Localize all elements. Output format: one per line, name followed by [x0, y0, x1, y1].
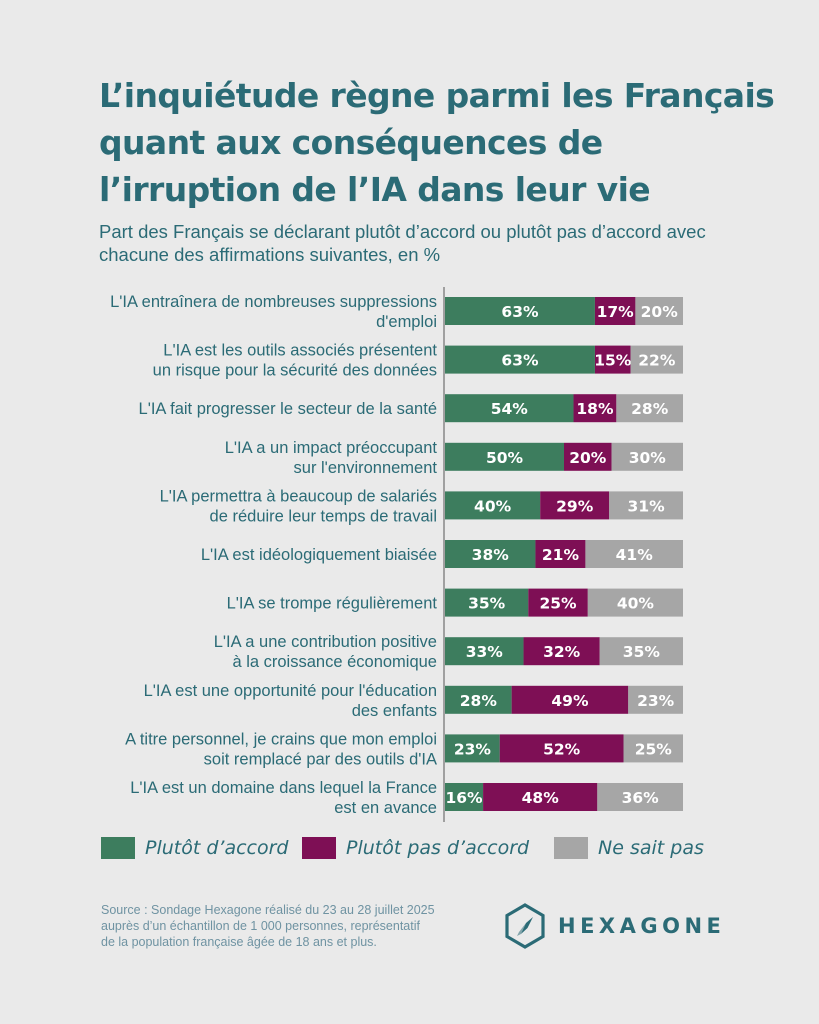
data-label-agree: 40% — [474, 497, 512, 515]
bar-segment-dont-know — [611, 442, 683, 471]
bar-segment-agree — [445, 297, 595, 325]
bar-segment-agree — [445, 588, 529, 617]
data-label-disagree: 52% — [543, 740, 581, 758]
bar-segment-agree — [445, 637, 524, 666]
hexagone-logo: HEXAGONE — [504, 903, 725, 949]
data-label-disagree: 18% — [576, 400, 614, 418]
data-label-agree: 38% — [472, 546, 510, 564]
bar-segment-disagree — [511, 685, 629, 714]
bar-segment-disagree — [594, 297, 636, 325]
data-label-disagree: 29% — [556, 497, 594, 515]
legend-label-dont-know: Ne sait pas — [598, 837, 704, 859]
source-line: de la population française âgée de 18 an… — [101, 935, 377, 949]
legend-swatch-dont-know — [554, 837, 588, 859]
data-label-disagree: 25% — [539, 595, 577, 613]
data-label-agree: 54% — [491, 400, 529, 418]
data-label-disagree: 20% — [569, 449, 607, 467]
data-label-agree: 28% — [460, 692, 498, 710]
bar-segment-disagree — [564, 442, 612, 471]
category-label: L'IA permettra à beaucoup de salariés de … — [160, 487, 437, 525]
bar-segment-disagree — [528, 588, 588, 617]
bar-segment-disagree — [540, 491, 610, 520]
bar-segment-dont-know — [599, 637, 683, 666]
bar-segment-dont-know — [585, 540, 683, 568]
data-label-agree: 63% — [501, 352, 539, 370]
bar-segment-disagree — [535, 540, 586, 568]
bar-segment-dont-know — [628, 685, 683, 714]
data-label-dont-know: 31% — [628, 497, 666, 515]
data-label-dont-know: 23% — [637, 692, 675, 710]
data-label-disagree: 48% — [522, 789, 560, 807]
category-label: L'IA est une opportunité pour l'éducatio… — [144, 682, 437, 720]
category-label: L'IA est les outils associés présentent u… — [153, 342, 438, 380]
bar-segment-disagree — [499, 734, 624, 763]
bar-segment-disagree — [573, 394, 617, 423]
legend-label-disagree: Plutôt pas d’accord — [346, 837, 530, 859]
bar-segment-dont-know — [587, 588, 683, 617]
bar-segment-agree — [445, 685, 512, 714]
data-label-disagree: 15% — [594, 352, 632, 370]
bar-segment-agree — [445, 540, 536, 568]
category-label: L'IA est un domaine dans lequel la Franc… — [130, 779, 437, 817]
legend-swatch-disagree — [302, 837, 336, 859]
bar-segment-dont-know — [630, 345, 683, 374]
bar-segment-dont-know — [623, 734, 683, 763]
category-label: L'IA entraînera de nombreuses suppressio… — [110, 293, 437, 331]
data-label-agree: 33% — [466, 643, 504, 661]
bar-segment-agree — [445, 783, 484, 811]
data-label-disagree: 17% — [597, 303, 635, 321]
source-line: auprès d’un échantillon de 1 000 personn… — [101, 919, 420, 933]
source-note: Source : Sondage Hexagone réalisé du 23 … — [101, 902, 501, 950]
data-label-agree: 63% — [501, 303, 539, 321]
bar-segment-disagree — [483, 783, 598, 811]
category-label: L'IA se trompe régulièrement — [227, 595, 438, 613]
bar-segment-agree — [445, 345, 595, 374]
data-label-dont-know: 35% — [623, 643, 661, 661]
bar-segment-agree — [445, 734, 500, 763]
bar-segment-agree — [445, 442, 564, 471]
data-label-agree: 50% — [486, 449, 524, 467]
source-line: Source : Sondage Hexagone réalisé du 23 … — [101, 903, 435, 917]
data-label-dont-know: 36% — [622, 789, 660, 807]
bar-segment-disagree — [594, 345, 631, 374]
legend-item-agree: Plutôt d’accord — [101, 833, 288, 863]
category-label: L'IA a un impact préoccupant sur l'enviro… — [225, 439, 438, 477]
stacked-bar-chart: L'IA entraînera de nombreuses suppressio… — [110, 287, 683, 822]
bar-segment-agree — [445, 394, 574, 423]
hexagon-compass-icon — [505, 903, 545, 949]
bar-segment-disagree — [523, 637, 600, 666]
data-label-dont-know: 40% — [617, 595, 655, 613]
logo-text: HEXAGONE — [558, 914, 726, 938]
legend-swatch-agree — [101, 837, 135, 859]
bar-segment-dont-know — [597, 783, 683, 811]
data-label-dont-know: 25% — [635, 740, 673, 758]
bar-segment-dont-know — [635, 297, 683, 325]
legend-label-agree: Plutôt d’accord — [145, 837, 289, 859]
data-label-disagree: 32% — [543, 643, 581, 661]
data-label-disagree: 21% — [542, 546, 580, 564]
category-label: A titre personnel, je crains que mon emp… — [125, 730, 437, 768]
chart-subtitle: Part des Français se déclarant plutôt d’… — [99, 221, 706, 265]
data-label-dont-know: 22% — [638, 352, 676, 370]
category-label: L'IA a une contribution positive à la cro… — [214, 633, 437, 671]
data-label-dont-know: 41% — [616, 546, 654, 564]
bar-segment-dont-know — [616, 394, 683, 423]
data-label-agree: 35% — [468, 595, 506, 613]
data-label-dont-know: 20% — [641, 303, 679, 321]
data-label-disagree: 49% — [551, 692, 589, 710]
category-label: L'IA est idéologiquement biaisée — [201, 546, 437, 564]
chart-title: L’inquiétude règne parmi les Français qu… — [99, 76, 775, 209]
category-label: L'IA fait progresser le secteur de la sa… — [139, 400, 437, 418]
data-label-agree: 16% — [445, 789, 483, 807]
bar-segment-agree — [445, 491, 541, 520]
bar-segment-dont-know — [609, 491, 683, 520]
data-label-dont-know: 28% — [631, 400, 669, 418]
legend-item-dont-know: Ne sait pas — [554, 833, 704, 863]
data-label-agree: 23% — [454, 740, 492, 758]
legend: Plutôt d’accord Plutôt pas d’accord Ne s… — [0, 833, 819, 863]
legend-item-disagree: Plutôt pas d’accord — [302, 833, 529, 863]
data-label-dont-know: 30% — [629, 449, 667, 467]
